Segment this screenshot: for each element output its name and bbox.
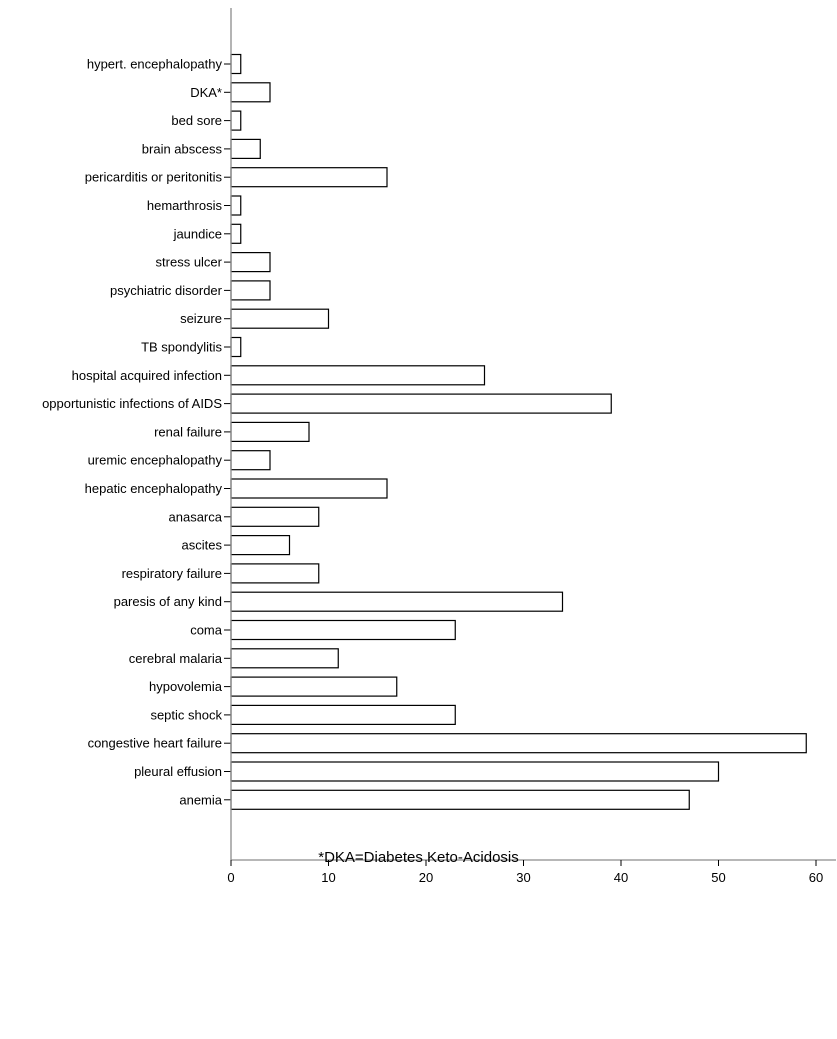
bar-renal-failure bbox=[230, 421, 310, 442]
bar-seizure bbox=[230, 308, 330, 329]
bar-opportunistic-infections-of-aids bbox=[230, 393, 612, 414]
bar-cerebral-malaria bbox=[230, 648, 339, 669]
x-tick-label: 30 bbox=[516, 870, 530, 885]
bar-hemarthrosis bbox=[230, 195, 242, 216]
category-label: cerebral malaria bbox=[129, 651, 223, 666]
category-label: septic shock bbox=[150, 707, 222, 722]
category-label: anasarca bbox=[169, 509, 223, 524]
category-label: jaundice bbox=[173, 226, 222, 241]
bar-dka bbox=[230, 82, 271, 103]
category-label: hemarthrosis bbox=[147, 198, 223, 213]
bar-congestive-heart-failure bbox=[230, 733, 807, 754]
x-tick-label: 20 bbox=[419, 870, 433, 885]
category-label: opportunistic infections of AIDS bbox=[42, 396, 222, 411]
x-tick-label: 10 bbox=[321, 870, 335, 885]
category-label: hospital acquired infection bbox=[72, 368, 222, 383]
x-tick-label: 0 bbox=[227, 870, 234, 885]
category-label: renal failure bbox=[154, 424, 222, 439]
category-label: hypovolemia bbox=[149, 679, 223, 694]
bar-psychiatric-disorder bbox=[230, 280, 271, 301]
category-label: pleural effusion bbox=[134, 764, 222, 779]
category-label: uremic encephalopathy bbox=[88, 453, 223, 468]
x-tick-label: 60 bbox=[809, 870, 823, 885]
category-label: stress ulcer bbox=[156, 255, 223, 270]
bar-jaundice bbox=[230, 223, 242, 244]
category-label: hypert. encephalopathy bbox=[87, 57, 223, 72]
category-label: hepatic encephalopathy bbox=[85, 481, 223, 496]
bar-brain-abscess bbox=[230, 138, 261, 159]
bar-ascites bbox=[230, 534, 291, 556]
category-label: respiratory failure bbox=[122, 566, 222, 581]
bar-pericarditis-or-peritonitis bbox=[230, 167, 388, 188]
bar-pleural-effusion bbox=[230, 761, 720, 782]
category-label: ascites bbox=[182, 538, 223, 553]
category-label: anemia bbox=[179, 792, 222, 807]
category-label: congestive heart failure bbox=[88, 736, 222, 751]
bar-respiratory-failure bbox=[230, 563, 320, 584]
category-label: DKA* bbox=[190, 85, 222, 100]
bar-hepatic-encephalopathy bbox=[230, 478, 388, 499]
bar-coma bbox=[230, 619, 456, 641]
bar-stress-ulcer bbox=[230, 252, 271, 273]
bar-bed-sore bbox=[230, 110, 242, 131]
bar-hospital-acquired-infection bbox=[230, 365, 486, 386]
category-label: coma bbox=[190, 623, 223, 638]
category-label: psychiatric disorder bbox=[110, 283, 223, 298]
category-label: bed sore bbox=[171, 113, 222, 128]
category-label: pericarditis or peritonitis bbox=[85, 170, 223, 185]
category-label: seizure bbox=[180, 311, 222, 326]
bar-anemia bbox=[230, 789, 690, 810]
bar-paresis-of-any-kind bbox=[230, 591, 564, 612]
bar-uremic-encephalopathy bbox=[230, 450, 271, 471]
bar-anasarca bbox=[230, 506, 320, 527]
category-labels-group: hypert. encephalopathy DKA* bed sore brain … bbox=[42, 57, 231, 807]
bars-group bbox=[230, 53, 807, 810]
x-tick-label: 40 bbox=[614, 870, 628, 885]
footnote: *DKA=Diabetes Keto-Acidosis bbox=[318, 849, 519, 866]
x-ticks-group: 0 10 20 30 40 50 60 bbox=[227, 860, 823, 885]
bar-tb-spondylitis bbox=[230, 336, 242, 358]
category-label: TB spondylitis bbox=[141, 340, 222, 355]
bar-hypovolemia bbox=[230, 676, 398, 697]
bar-septic-shock bbox=[230, 704, 456, 726]
category-label: brain abscess bbox=[142, 141, 223, 156]
x-tick-label: 50 bbox=[711, 870, 725, 885]
category-label: paresis of any kind bbox=[114, 594, 222, 609]
bar-hypert-encephalopathy bbox=[230, 53, 242, 75]
